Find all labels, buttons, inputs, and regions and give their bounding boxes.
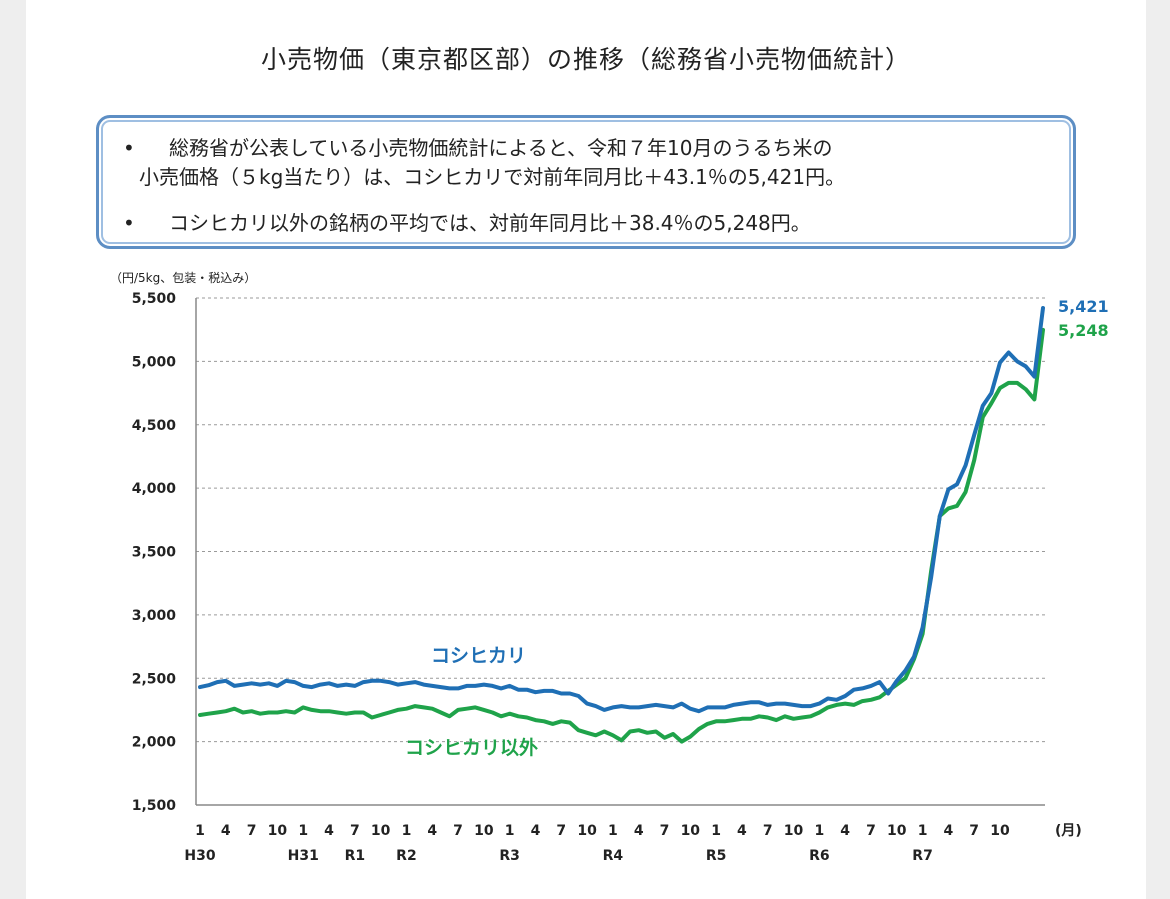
note-2-line-1: コシヒカリ以外の銘柄の平均では、対前年同月比＋38.4％の5,248円。 — [169, 211, 811, 235]
x-tick-label: 7 — [969, 823, 979, 839]
series-label-koshihikari: コシヒカリ — [431, 645, 526, 667]
x-tick-label: 4 — [427, 823, 437, 839]
x-tick-label: 7 — [247, 823, 257, 839]
x-tick-label: 10 — [474, 823, 494, 839]
series-line — [198, 327, 1045, 744]
era-label: R6 — [809, 848, 830, 864]
end-value-label: 5,421 — [1058, 297, 1109, 316]
series-line — [198, 306, 1045, 714]
x-tick-label: 4 — [840, 823, 850, 839]
x-tick-label: 10 — [268, 823, 288, 839]
y-tick-label: 1,500 — [132, 798, 177, 814]
x-tick-label: 10 — [784, 823, 804, 839]
y-tick-label: 4,500 — [132, 418, 177, 434]
era-label: R4 — [603, 848, 624, 864]
x-tick-label: 1 — [814, 823, 824, 839]
x-tick-label: 1 — [918, 823, 928, 839]
x-tick-label: 1 — [195, 823, 205, 839]
y-tick-label: 5,500 — [132, 291, 177, 307]
series-label-other: コシヒカリ以外 — [405, 736, 538, 759]
bullet-icon: • — [123, 211, 135, 235]
x-tick-label: 7 — [453, 823, 463, 839]
x-tick-label: 4 — [944, 823, 954, 839]
era-label: R5 — [706, 848, 727, 864]
x-tick-label: 1 — [711, 823, 721, 839]
x-tick-label: 10 — [681, 823, 701, 839]
x-tick-label: 1 — [402, 823, 412, 839]
x-tick-label: 10 — [577, 823, 597, 839]
era-label: R2 — [396, 848, 417, 864]
x-tick-label: 7 — [350, 823, 360, 839]
page-title: 小売物価（東京都区部）の推移（総務省小売物価統計） — [260, 45, 911, 74]
x-tick-label: 1 — [608, 823, 618, 839]
page-sheet: 小売物価（東京都区部）の推移（総務省小売物価統計） • 総務省が公表している小売… — [26, 0, 1146, 899]
y-tick-label: 3,500 — [132, 545, 177, 561]
era-label: R3 — [499, 848, 520, 864]
y-tick-label: 5,000 — [132, 354, 177, 370]
x-tick-label: 7 — [763, 823, 773, 839]
note-1-line-2: 小売価格（５kg当たり）は、コシヒカリで対前年同月比＋43.1％の5,421円。 — [139, 165, 846, 189]
era-label: R1 — [345, 848, 366, 864]
x-tick-label: 1 — [505, 823, 515, 839]
x-tick-label: 10 — [371, 823, 391, 839]
x-tick-label: 7 — [556, 823, 566, 839]
x-tick-label: 4 — [531, 823, 541, 839]
x-tick-label: 10 — [990, 823, 1010, 839]
x-tick-label: 4 — [737, 823, 747, 839]
x-tick-label: 4 — [221, 823, 231, 839]
unit-label: （円/5kg、包装・税込み） — [110, 271, 256, 285]
note-1-line-1: 総務省が公表している小売物価統計によると、令和７年10月のうるち米の — [169, 136, 833, 160]
y-tick-label: 2,500 — [132, 671, 177, 687]
y-tick-label: 4,000 — [132, 481, 177, 497]
era-label: H30 — [184, 848, 215, 864]
end-value-label: 5,248 — [1058, 321, 1109, 340]
x-tick-label: 4 — [634, 823, 644, 839]
era-label: H31 — [288, 848, 319, 864]
y-tick-label: 3,000 — [132, 608, 177, 624]
x-tick-label: 4 — [324, 823, 334, 839]
summary-box: • 総務省が公表している小売物価統計によると、令和７年10月のうるち米の 小売価… — [96, 115, 1076, 249]
bullet-icon: • — [123, 136, 135, 160]
x-tick-label: 10 — [887, 823, 907, 839]
y-tick-label: 2,000 — [132, 735, 177, 751]
era-label: R7 — [912, 848, 933, 864]
x-tick-label: 1 — [298, 823, 308, 839]
x-tick-label: 7 — [660, 823, 670, 839]
x-tick-label: 7 — [866, 823, 876, 839]
x-unit-label: (月) — [1055, 823, 1082, 839]
